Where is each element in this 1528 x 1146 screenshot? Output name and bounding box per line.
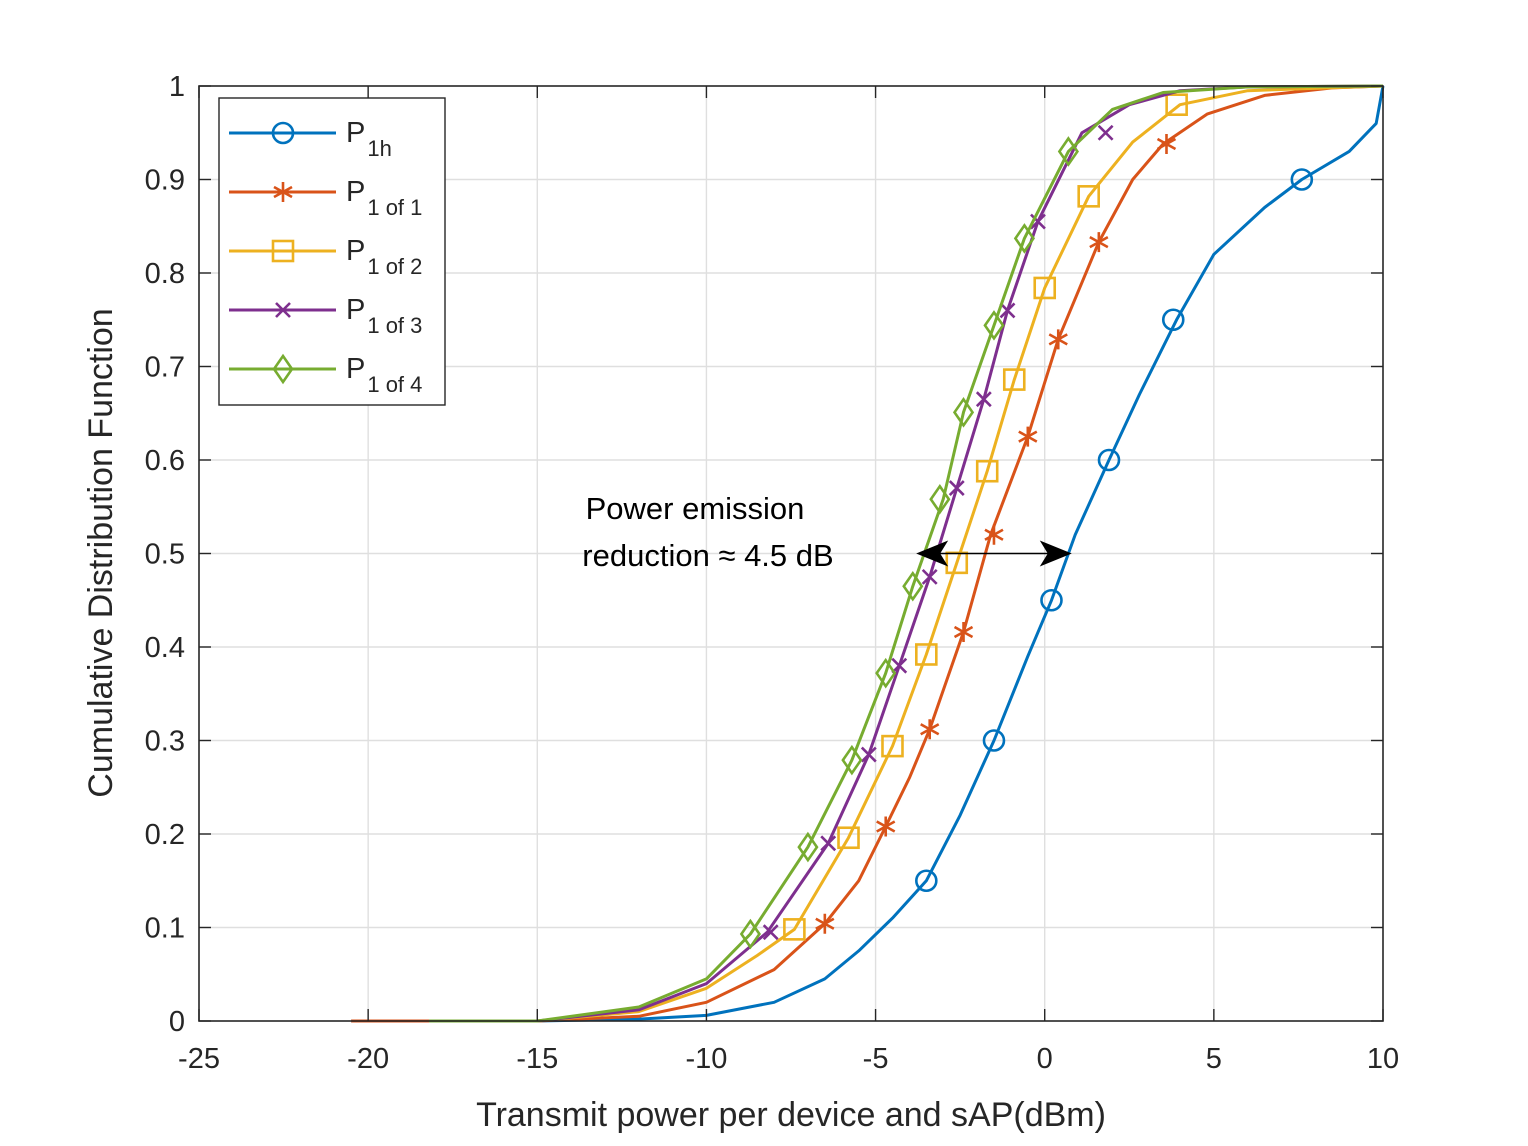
annotation-arrowhead-left bbox=[916, 540, 949, 567]
series-marker bbox=[875, 657, 897, 689]
series-marker bbox=[1290, 168, 1314, 191]
series-marker bbox=[929, 483, 951, 515]
x-axis-label: Transmit power per device and sAP(dBm) bbox=[476, 1096, 1106, 1134]
series-2 bbox=[351, 84, 1384, 1023]
series-marker bbox=[1161, 308, 1185, 332]
series-marker bbox=[915, 643, 938, 666]
legend-label: P1 of 4 bbox=[346, 353, 422, 397]
legend-marker bbox=[275, 302, 291, 318]
legend-label: P1 of 3 bbox=[346, 294, 422, 338]
series-marker bbox=[1165, 93, 1188, 116]
legend-label: P1 of 1 bbox=[346, 176, 422, 220]
x-tick-label: -15 bbox=[516, 1043, 558, 1075]
series-marker bbox=[1018, 426, 1038, 447]
series-marker bbox=[1097, 448, 1121, 472]
series-marker bbox=[1097, 124, 1114, 141]
series-marker bbox=[975, 459, 999, 483]
series-marker bbox=[860, 746, 877, 763]
series-marker bbox=[920, 719, 940, 740]
series-marker bbox=[952, 397, 975, 428]
legend-item: P1 of 4 bbox=[229, 353, 422, 397]
series-marker bbox=[1033, 276, 1057, 300]
series-line bbox=[429, 84, 1384, 1023]
series-marker bbox=[1057, 136, 1079, 167]
series-marker bbox=[739, 918, 761, 950]
series-marker bbox=[983, 310, 1005, 341]
legend-item: P1 of 2 bbox=[229, 235, 422, 279]
annotation-line-1: Power emission bbox=[586, 491, 805, 526]
series-line bbox=[429, 84, 1384, 1023]
series-marker bbox=[820, 835, 837, 852]
legend-item: P1 of 3 bbox=[229, 294, 422, 338]
series-marker bbox=[984, 524, 1004, 545]
series-marker bbox=[1030, 213, 1046, 230]
y-tick-label: 0.9 bbox=[145, 165, 185, 197]
series-marker bbox=[975, 391, 992, 408]
series-marker bbox=[999, 302, 1016, 319]
annotation: Power emission reduction ≈ 4.5 dB bbox=[582, 491, 1072, 573]
series-line bbox=[351, 85, 1385, 1023]
annotation-arrowhead-right bbox=[1039, 540, 1072, 567]
y-tick-label: 0.4 bbox=[145, 632, 185, 664]
annotation-line-2: reduction ≈ 4.5 dB bbox=[582, 538, 833, 573]
y-tick-label: 0.8 bbox=[145, 258, 185, 290]
x-tick-label: -25 bbox=[178, 1043, 220, 1075]
x-tick-label: -5 bbox=[863, 1043, 889, 1075]
y-axis-label: Cumulative Distribution Function bbox=[82, 308, 120, 797]
y-tick-label: 0 bbox=[169, 1006, 185, 1038]
legend-item: P1 of 1 bbox=[229, 176, 422, 220]
series-marker bbox=[797, 831, 819, 863]
series-marker bbox=[1089, 232, 1109, 253]
grid bbox=[199, 86, 1383, 1021]
series-marker bbox=[841, 744, 863, 776]
x-tick-label: 5 bbox=[1206, 1043, 1222, 1075]
legend-label: P1h bbox=[346, 117, 392, 161]
series-5 bbox=[429, 84, 1384, 1023]
legend-marker bbox=[272, 353, 294, 385]
y-tick-label: 0.1 bbox=[145, 913, 185, 945]
series-marker bbox=[1077, 185, 1100, 208]
series-1 bbox=[351, 85, 1385, 1023]
series-marker bbox=[1013, 223, 1036, 254]
series-marker bbox=[837, 826, 860, 850]
y-tick-label: 0.2 bbox=[145, 819, 185, 851]
legend-marker bbox=[273, 182, 293, 202]
x-tick-label: -10 bbox=[685, 1043, 727, 1075]
series-marker bbox=[1002, 368, 1026, 391]
y-tick-label: 0.7 bbox=[145, 352, 185, 384]
ticks: -25 -20 -15 -10 -5 0 5 10 0 0.1 0.2 0.3 0.4 0.5 0.6 0.7… bbox=[145, 71, 1399, 1075]
x-tick-label: 0 bbox=[1037, 1043, 1053, 1075]
legend-item: P1h bbox=[229, 117, 392, 161]
series-marker bbox=[1048, 329, 1068, 350]
series-marker bbox=[921, 568, 938, 585]
series-marker bbox=[881, 734, 904, 758]
series-marker bbox=[891, 657, 908, 674]
series-marker bbox=[948, 480, 965, 496]
series-marker bbox=[815, 913, 835, 934]
series-layer bbox=[351, 84, 1385, 1023]
legend-label: P1 of 2 bbox=[346, 235, 422, 279]
series-marker bbox=[902, 570, 924, 602]
series-marker bbox=[1040, 588, 1063, 612]
series-marker bbox=[953, 622, 974, 643]
series-marker bbox=[915, 869, 938, 893]
legend-marker bbox=[271, 239, 295, 263]
y-tick-label: 0.3 bbox=[145, 726, 185, 758]
legend: P1h P1 of 1 P1 of 2 P1 of 3 P1 of 4 bbox=[218, 97, 446, 406]
y-tick-label: 0.6 bbox=[145, 445, 185, 477]
series-marker bbox=[762, 924, 779, 941]
series-marker bbox=[1156, 133, 1177, 154]
series-marker bbox=[783, 918, 806, 941]
y-tick-label: 1 bbox=[169, 71, 185, 103]
legend-marker bbox=[271, 121, 295, 145]
series-marker bbox=[982, 729, 1006, 752]
series-marker bbox=[876, 816, 896, 837]
series-3 bbox=[429, 84, 1384, 1023]
y-tick-label: 0.5 bbox=[145, 539, 185, 571]
x-tick-label: -20 bbox=[347, 1043, 389, 1075]
x-tick-label: 10 bbox=[1367, 1043, 1399, 1075]
